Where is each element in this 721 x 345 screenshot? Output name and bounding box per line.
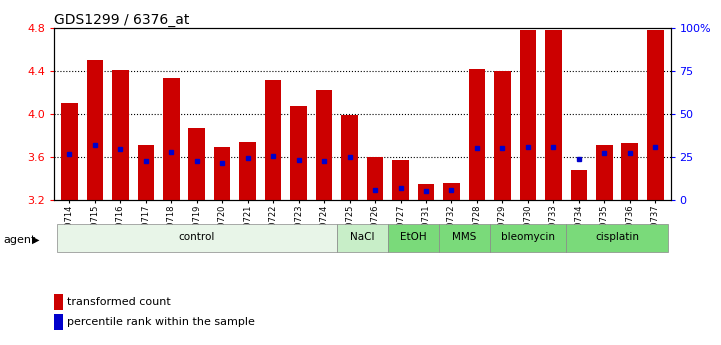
Bar [417, 184, 434, 200]
Text: control: control [179, 233, 215, 243]
Text: NaCl: NaCl [350, 233, 374, 243]
Bar [520, 30, 536, 200]
Bar [61, 103, 78, 200]
Bar [54, 315, 63, 330]
Bar [367, 157, 384, 200]
Bar [337, 224, 388, 252]
Bar [443, 183, 460, 200]
Text: ▶: ▶ [32, 235, 40, 245]
Bar [622, 143, 638, 200]
Text: percentile rank within the sample: percentile rank within the sample [66, 317, 255, 327]
Bar [214, 147, 231, 200]
Bar [239, 142, 256, 200]
Text: bleomycin: bleomycin [501, 233, 555, 243]
Bar [138, 145, 154, 200]
Bar [57, 224, 337, 252]
Bar [112, 70, 128, 200]
Bar [545, 30, 562, 200]
Bar [490, 224, 566, 252]
Bar [647, 30, 663, 200]
Text: MMS: MMS [452, 233, 477, 243]
Text: GDS1299 / 6376_at: GDS1299 / 6376_at [54, 12, 190, 27]
Bar [188, 128, 205, 200]
Bar [570, 170, 587, 200]
Text: transformed count: transformed count [66, 297, 170, 307]
Bar [469, 69, 485, 200]
Text: cisplatin: cisplatin [595, 233, 639, 243]
Bar [87, 60, 103, 200]
Bar [54, 294, 63, 310]
Text: agent: agent [4, 235, 36, 245]
Bar [596, 145, 613, 200]
Bar [341, 115, 358, 200]
Bar [438, 224, 490, 252]
Bar [392, 160, 409, 200]
Bar [494, 71, 510, 200]
Text: EtOH: EtOH [400, 233, 427, 243]
Bar [265, 80, 281, 200]
Bar [388, 224, 438, 252]
Bar [566, 224, 668, 252]
Bar [316, 90, 332, 200]
Bar [291, 106, 307, 200]
Bar [163, 78, 180, 200]
